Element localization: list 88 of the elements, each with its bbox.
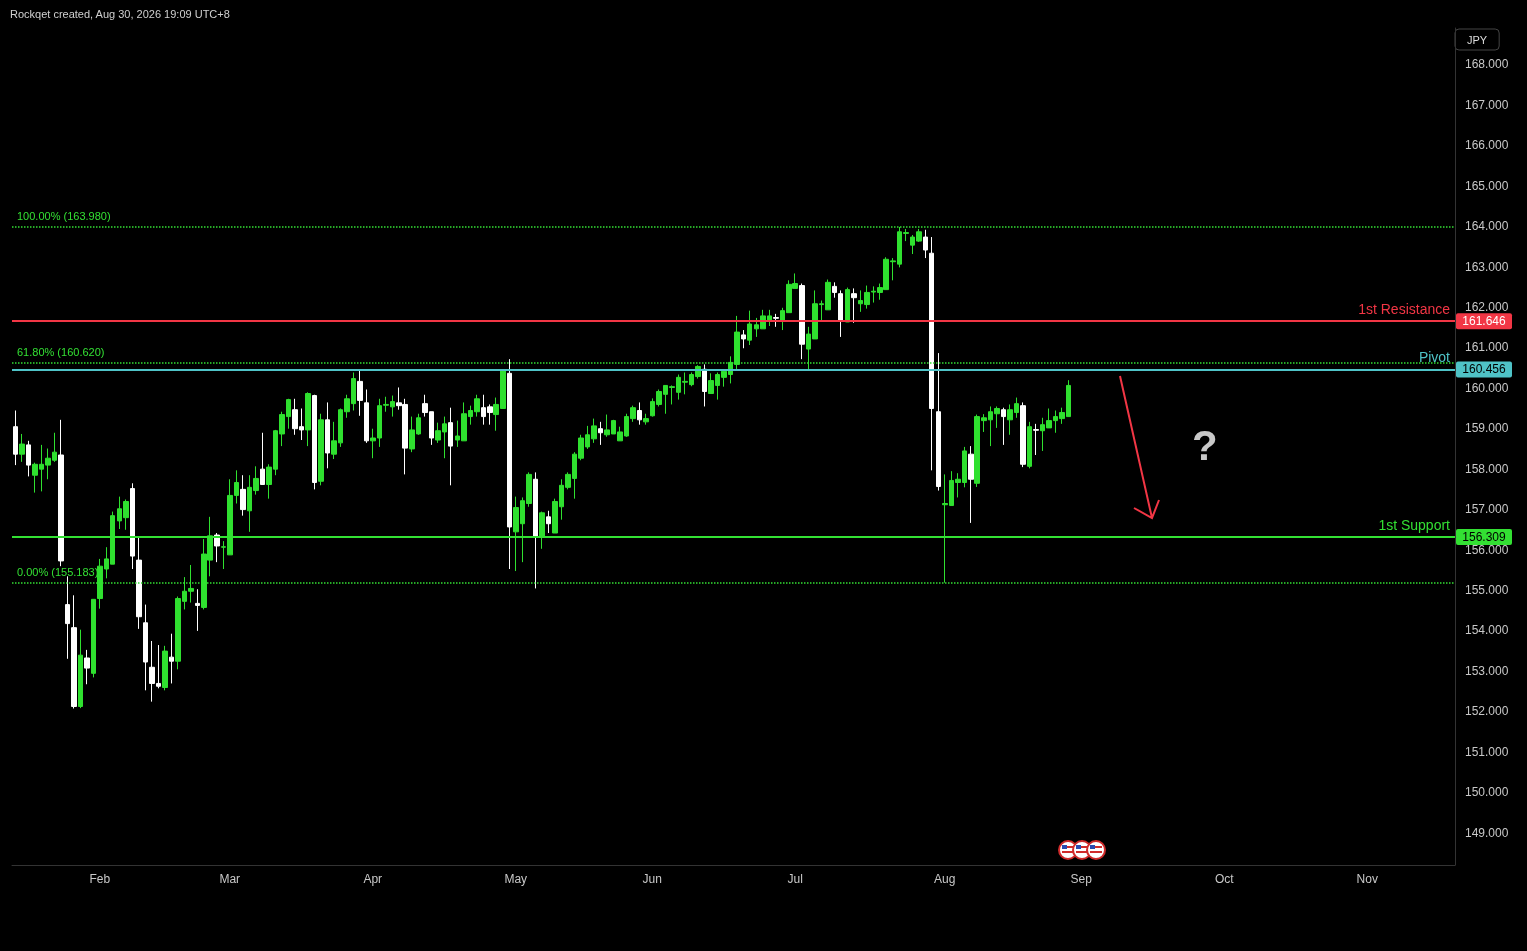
candlestick bbox=[741, 329, 746, 349]
y-tick-label: 163.000 bbox=[1465, 259, 1509, 274]
annotation: ? bbox=[1192, 421, 1218, 469]
y-tick-label: 157.000 bbox=[1465, 502, 1509, 517]
text: Rockqet created, Aug 30, 2026 19:09 UTC+8 bbox=[10, 7, 230, 20]
candlestick bbox=[838, 289, 843, 338]
candlestick bbox=[78, 629, 83, 709]
candlestick bbox=[929, 236, 934, 471]
candlestick bbox=[923, 229, 928, 259]
x-tick-label: Feb bbox=[89, 872, 111, 886]
ref-line-label: Pivot bbox=[1418, 349, 1451, 366]
y-tick-label: 160.000 bbox=[1465, 380, 1509, 395]
candlestick bbox=[312, 394, 317, 490]
candlestick bbox=[1020, 401, 1026, 468]
candlestick bbox=[195, 588, 200, 632]
ref-line-label: 1st Resistance bbox=[1358, 301, 1451, 318]
candlestick bbox=[19, 433, 25, 463]
y-tick-label: 158.000 bbox=[1465, 461, 1509, 476]
y-axis-title: JPY bbox=[1467, 33, 1488, 46]
candlestick bbox=[968, 445, 974, 524]
y-tick-label: 162.000 bbox=[1465, 300, 1509, 314]
y-tick-label: 161.000 bbox=[1465, 340, 1509, 355]
y-tick-label: 151.000 bbox=[1465, 744, 1509, 759]
candlestick bbox=[1027, 421, 1032, 469]
y-tick-label: 166.000 bbox=[1465, 138, 1509, 153]
candlestick bbox=[448, 407, 453, 486]
ref-line-label: 100.00% (163.980) bbox=[17, 210, 111, 223]
candlestick bbox=[598, 421, 603, 446]
ref-line-label: 0.00% (155.183) bbox=[17, 566, 99, 579]
candlestick bbox=[799, 283, 805, 360]
x-tick-label: Mar bbox=[219, 872, 241, 886]
candlestick bbox=[13, 410, 18, 466]
x-tick-label: Jul bbox=[787, 872, 803, 886]
candlestick bbox=[936, 352, 941, 492]
candlestick bbox=[1033, 423, 1039, 456]
candlestick bbox=[773, 313, 779, 328]
candlestick bbox=[240, 474, 246, 517]
candlestick bbox=[845, 287, 850, 323]
x-tick-label: Oct bbox=[1214, 872, 1235, 886]
candlestick bbox=[305, 391, 311, 447]
candlestick bbox=[58, 419, 64, 567]
candlestick bbox=[1001, 407, 1006, 446]
y-tick-label: 168.000 bbox=[1465, 57, 1509, 72]
y-tick-label: 159.000 bbox=[1465, 421, 1509, 436]
candlestick bbox=[702, 363, 707, 407]
candlestick bbox=[26, 440, 31, 477]
candlestick bbox=[533, 471, 538, 589]
ref-line-label: 1st Support bbox=[1378, 517, 1451, 534]
candlestick bbox=[364, 388, 369, 444]
candlestick bbox=[260, 432, 265, 486]
y-tick-label: 152.000 bbox=[1465, 704, 1509, 719]
y-tick-label: 154.000 bbox=[1465, 623, 1509, 638]
candlestick bbox=[84, 649, 90, 685]
candlestick bbox=[130, 482, 135, 570]
candlestick bbox=[643, 413, 649, 426]
x-tick-label: Apr bbox=[363, 872, 383, 886]
x-tick-label: Aug bbox=[934, 872, 956, 886]
x-tick-label: Jun bbox=[642, 872, 662, 886]
y-tick-label: 156.000 bbox=[1465, 542, 1509, 557]
y-tick-label: 149.000 bbox=[1465, 825, 1509, 840]
y-tick-label: 164.000 bbox=[1465, 219, 1509, 234]
y-tick-label: 155.000 bbox=[1465, 583, 1509, 598]
candlestick bbox=[91, 598, 96, 678]
candlestick bbox=[136, 537, 142, 630]
candlestick bbox=[318, 413, 324, 486]
text: 160.456 bbox=[1462, 362, 1507, 377]
candlestick bbox=[143, 604, 148, 691]
candlestick bbox=[747, 310, 752, 346]
text: 161.646 bbox=[1462, 314, 1507, 329]
candlestick bbox=[357, 368, 363, 417]
candlestick bbox=[325, 401, 330, 469]
x-tick-label: May bbox=[504, 872, 528, 886]
x-tick-label: Nov bbox=[1356, 872, 1378, 886]
y-tick-label: 150.000 bbox=[1465, 785, 1509, 800]
x-tick-label: Sep bbox=[1070, 872, 1093, 886]
y-tick-label: 153.000 bbox=[1465, 663, 1509, 678]
y-tick-label: 167.000 bbox=[1465, 97, 1509, 112]
text: 156.309 bbox=[1462, 530, 1507, 545]
candlestick bbox=[162, 645, 168, 691]
candlestick bbox=[851, 287, 857, 324]
y-tick-label: 165.000 bbox=[1465, 178, 1509, 193]
candlestick bbox=[832, 281, 837, 299]
candlestick bbox=[169, 633, 174, 684]
ref-line-label: 61.80% (160.620) bbox=[17, 346, 105, 359]
candlestick bbox=[637, 401, 642, 426]
candlestick bbox=[546, 510, 551, 534]
candlestick bbox=[507, 358, 512, 570]
candlestick bbox=[71, 594, 77, 710]
